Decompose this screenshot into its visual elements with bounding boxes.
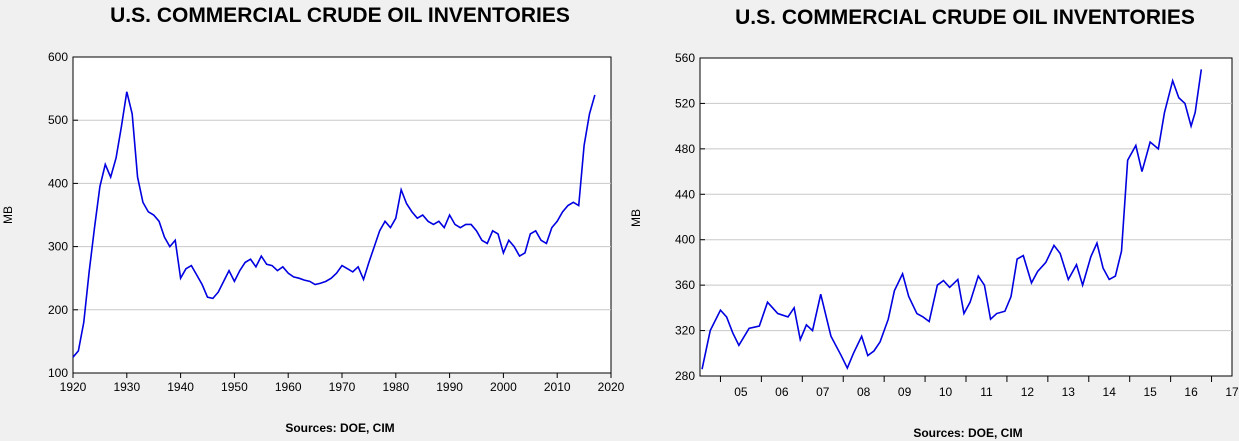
x-tick-label: 2000 [490,380,517,394]
x-tick-label: 10 [939,385,953,399]
x-tick-label: 12 [1021,385,1035,399]
x-tick-label: 16 [1184,385,1198,399]
inventory-series-line [701,69,1203,370]
y-tick-label: 600 [48,50,68,64]
x-tick-label: 17 [1225,385,1239,399]
x-tick-label: 11 [980,385,993,399]
x-tick-label: 14 [1103,385,1117,399]
y-tick-label: 300 [48,240,68,254]
y-tick-label: 400 [48,176,68,190]
x-tick-label: 1960 [275,380,302,394]
x-tick-label: 1920 [60,380,87,394]
y-tick-label: 360 [675,278,695,292]
x-tick-label: 13 [1062,385,1076,399]
x-tick-label: 05 [734,385,748,399]
recent-inventories-chart: U.S. COMMERCIAL CRUDE OIL INVENTORIES 28… [629,6,1239,440]
x-tick-label: 09 [898,385,912,399]
x-tick-label: 1940 [167,380,194,394]
chart-title: U.S. COMMERCIAL CRUDE OIL INVENTORIES [110,4,570,27]
x-tick-label: 1970 [329,380,356,394]
x-tick-label: 08 [857,385,871,399]
y-tick-label: 100 [48,366,68,380]
y-tick-label: 440 [675,187,695,201]
y-tick-label: 400 [675,233,695,247]
y-tick-label: 500 [48,113,68,127]
chart-title: U.S. COMMERCIAL CRUDE OIL INVENTORIES [735,6,1195,29]
y-axis-label: MB [1,206,15,224]
plot-area [72,56,612,374]
source-note: Sources: DOE, CIM [913,426,1022,440]
y-tick-label: 560 [675,51,695,65]
plot-area [699,57,1233,377]
y-tick-label: 480 [675,142,695,156]
x-tick-label: 2010 [544,380,571,394]
x-tick-label: 1950 [221,380,248,394]
x-tick-label: 1980 [382,380,409,394]
inventory-series-line [72,91,596,358]
y-tick-label: 320 [675,324,695,338]
x-tick-label: 15 [1143,385,1157,399]
x-tick-label: 1990 [436,380,463,394]
y-tick-label: 280 [675,369,695,383]
long-term-inventories-chart: U.S. COMMERCIAL CRUDE OIL INVENTORIES 10… [1,4,625,435]
x-tick-label: 2020 [598,380,625,394]
y-tick-label: 200 [48,303,68,317]
y-axis-label: MB [629,209,643,227]
x-tick-label: 07 [816,385,830,399]
x-tick-label: 1930 [113,380,140,394]
source-note: Sources: DOE, CIM [285,421,394,435]
y-tick-label: 520 [675,96,695,110]
x-tick-label: 06 [775,385,789,399]
